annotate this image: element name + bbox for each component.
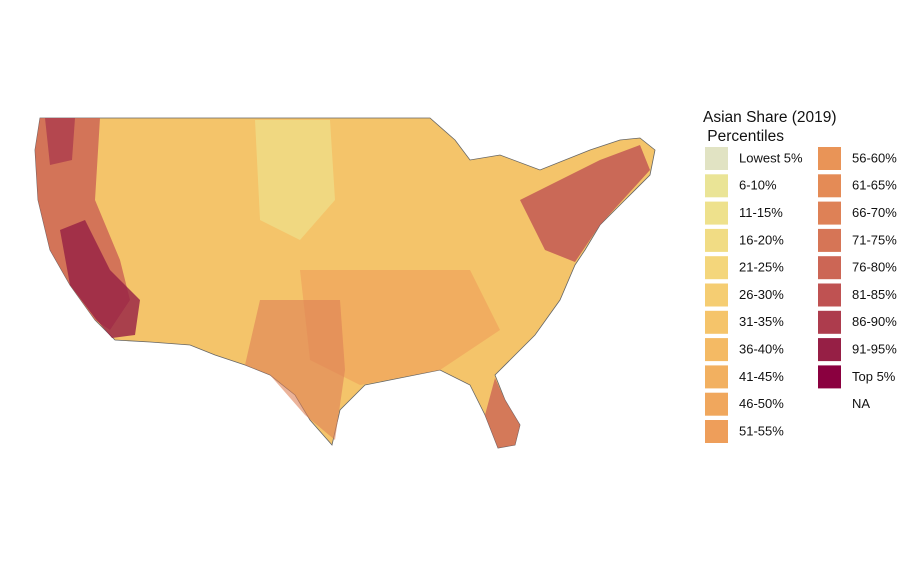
legend-swatch [705,201,728,225]
legend-label: NA [852,396,870,411]
legend-label: 51-55% [739,423,784,438]
legend-label: 81-85% [852,287,897,302]
legend-label: 91-95% [852,342,897,357]
legend-swatch [705,174,728,198]
map-region-northwest [45,118,75,165]
legend-swatch [705,420,728,443]
legend-label: 26-30% [739,287,784,302]
legend-title: Asian Share (2019) [703,109,837,126]
legend-label: 6-10% [739,178,777,193]
legend-label: 46-50% [739,396,784,411]
legend-swatch [705,365,728,389]
legend-label: 36-40% [739,342,784,357]
us-map [34,117,656,449]
legend-label: 76-80% [852,260,897,275]
legend-swatch [818,256,841,280]
legend-swatch [818,365,841,389]
map-region-northeast [520,145,650,262]
legend-label: 31-35% [739,314,784,329]
legend: Asian Share (2019) Percentiles Lowest 5%… [703,109,897,443]
legend-label: 56-60% [852,150,897,165]
legend-swatch [705,310,728,334]
legend-label: 11-15% [739,205,783,220]
legend-label: 71-75% [852,232,897,247]
legend-swatch [818,201,841,225]
legend-label: 41-45% [739,369,784,384]
legend-title: Percentiles [703,128,784,145]
legend-label: 86-90% [852,314,897,329]
legend-swatch [705,283,728,307]
legend-swatch [818,174,841,198]
legend-swatch [705,338,728,362]
legend-swatch [818,283,841,307]
legend-label: 21-25% [739,260,784,275]
legend-swatch [818,147,841,170]
legend-label: 66-70% [852,205,897,220]
legend-label: Top 5% [852,369,896,384]
legend-label: Lowest 5% [739,150,803,165]
map-region-plains [255,120,335,240]
map-region-south [300,270,500,385]
legend-label: 16-20% [739,232,784,247]
legend-label: 61-65% [852,178,897,193]
map-region-florida [485,378,520,448]
legend-swatch [705,392,728,416]
legend-swatch [705,228,728,252]
map-region-california [60,220,140,338]
legend-swatch [818,228,841,252]
map-region-texas [245,300,345,440]
legend-swatch [818,338,841,362]
legend-swatch [818,310,841,334]
legend-swatch [705,147,728,170]
legend-swatch [705,256,728,280]
